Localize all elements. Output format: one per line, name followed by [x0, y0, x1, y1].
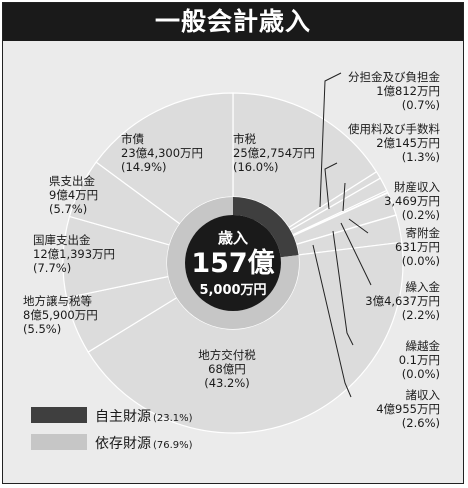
slice-label-9-1: 8億5,900万円	[23, 308, 98, 322]
legend-label-0: 自主財源	[95, 409, 151, 425]
leader-line-7	[312, 244, 352, 398]
center-label-2: 5,000万円	[199, 283, 266, 298]
slice-label-2-2: (1.3%)	[402, 150, 440, 164]
slice-label-9-0: 地方譲与税等	[23, 294, 92, 308]
slice-label-8-1: 68億円	[208, 362, 246, 376]
slice-label-8-2: (43.2%)	[204, 376, 250, 390]
leader-line-3	[342, 182, 346, 212]
leader-line-4	[348, 218, 369, 234]
slice-label-1-2: (0.7%)	[402, 98, 440, 112]
legend-pct-0: (23.1%)	[153, 413, 193, 424]
leader-line-5	[340, 222, 372, 286]
slice-label-3-1: 3,469万円	[384, 194, 440, 208]
leader-line-2	[324, 162, 338, 210]
slice-label-0-1: 25億2,754万円	[233, 146, 315, 160]
slice-label-7-0: 諸収入	[406, 388, 441, 402]
center-label-0: 歳入	[218, 229, 248, 247]
slice-label-7-2: (2.6%)	[402, 416, 440, 430]
slice-label-10-2: (7.7%)	[33, 261, 71, 275]
legend-label-1: 依存財源	[95, 436, 151, 452]
slice-label-2-0: 使用料及び手数料	[348, 122, 440, 136]
slice-label-11-1: 9億4万円	[49, 188, 98, 202]
slice-label-4-0: 寄附金	[406, 226, 441, 240]
slice-label-1-1: 1億812万円	[376, 84, 440, 98]
slice-label-10-1: 12億1,393万円	[33, 247, 115, 261]
slice-label-0-0: 市税	[233, 132, 256, 146]
slice-label-12-0: 市債	[121, 132, 144, 146]
leader-line-6	[332, 230, 354, 346]
title-bar	[3, 3, 463, 41]
chart-frame: 一般会計歳入 歳入 157億 5,000万円 市税 25億2,754万円 (16.0%) 分…	[2, 2, 464, 484]
slice-label-0-2: (16.0%)	[233, 160, 279, 174]
slice-label-11-2: (5.7%)	[49, 202, 87, 216]
slice-label-4-2: (0.0%)	[402, 254, 440, 268]
slice-label-9-2: (5.5%)	[23, 322, 61, 336]
slice-label-10-0: 国庫支出金	[33, 233, 91, 247]
slice-label-6-1: 0.1万円	[399, 353, 440, 367]
slice-label-2-1: 2億145万円	[376, 136, 440, 150]
legend-pct-1: (76.9%)	[153, 440, 193, 451]
slice-label-12-2: (14.9%)	[121, 160, 167, 174]
slice-label-5-1: 3億4,637万円	[365, 294, 440, 308]
chart-title: 一般会計歳入	[154, 7, 311, 36]
slice-label-6-0: 繰越金	[406, 339, 441, 353]
slice-label-11-0: 県支出金	[49, 174, 95, 188]
group-ring-0	[233, 197, 299, 258]
slice-label-7-1: 4億955万円	[376, 402, 440, 416]
slice-label-1-0: 分担金及び負担金	[348, 70, 440, 84]
slice-label-3-2: (0.2%)	[402, 208, 440, 222]
center-label-1: 157億	[191, 248, 274, 279]
leader-line-1	[319, 72, 342, 208]
chart-area: 歳入 157億 5,000万円 市税 25億2,754万円 (16.0%) 分担金及び負担金…	[3, 41, 463, 483]
center-hole	[185, 215, 281, 311]
slice-label-5-0: 繰入金	[406, 280, 441, 294]
slice-label-12-1: 23億4,300万円	[121, 146, 203, 160]
slice-label-8-0: 地方交付税	[198, 348, 256, 362]
slice-label-4-1: 631万円	[395, 240, 440, 254]
legend-swatch-1	[31, 434, 87, 450]
slice-label-3-0: 財産収入	[394, 180, 440, 194]
slice-label-6-2: (0.0%)	[402, 367, 440, 381]
legend-swatch-0	[31, 407, 87, 423]
slice-label-5-2: (2.2%)	[402, 308, 440, 322]
